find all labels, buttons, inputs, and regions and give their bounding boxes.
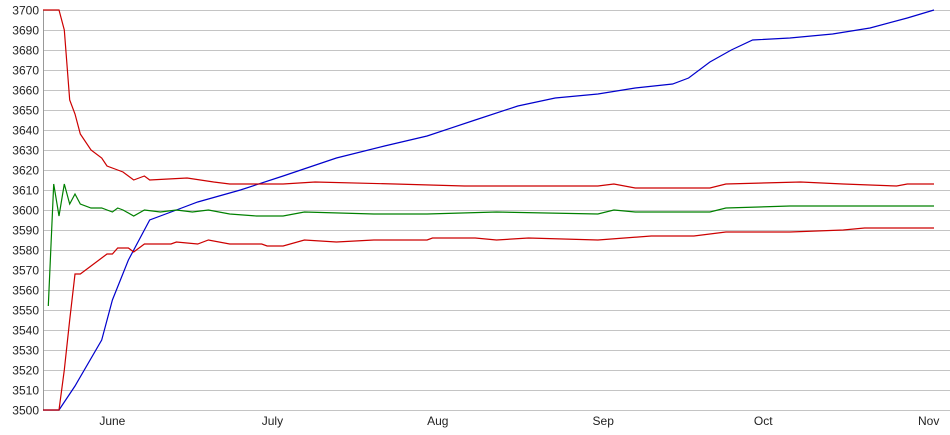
y-tick-label: 3700 bbox=[12, 4, 39, 18]
series-line-2 bbox=[47, 183, 934, 307]
y-tick-label: 3680 bbox=[12, 44, 39, 58]
y-tick-label: 3500 bbox=[12, 404, 39, 418]
y-tick-label: 3570 bbox=[12, 264, 39, 278]
y-tick-label: 3550 bbox=[12, 304, 39, 318]
y-tick-label: 3650 bbox=[12, 104, 39, 118]
y-tick-label: 3620 bbox=[12, 164, 39, 178]
y-tick-label: 3670 bbox=[12, 64, 39, 78]
x-tick-label: Oct bbox=[754, 414, 773, 428]
y-tick-label: 3630 bbox=[12, 144, 39, 158]
series-line-3 bbox=[43, 227, 934, 411]
y-tick-label: 3660 bbox=[12, 84, 39, 98]
y-tick-label: 3640 bbox=[12, 124, 39, 138]
y-tick-label: 3690 bbox=[12, 24, 39, 38]
x-tick-label: June bbox=[99, 414, 125, 428]
y-tick-label: 3590 bbox=[12, 224, 39, 238]
series-lines bbox=[43, 9, 935, 411]
x-axis-ticks: June July Aug Sep Oct Nov bbox=[99, 414, 939, 428]
y-tick-label: 3510 bbox=[12, 384, 39, 398]
y-tick-label: 3520 bbox=[12, 364, 39, 378]
x-tick-label: Nov bbox=[918, 414, 939, 428]
y-axis-ticks: 3500 3510 3520 3530 3540 3550 3560 3570 3580 3590… bbox=[12, 4, 39, 418]
x-tick-label: July bbox=[262, 414, 283, 428]
y-tick-label: 3580 bbox=[12, 244, 39, 258]
y-tick-label: 3540 bbox=[12, 324, 39, 338]
y-tick-label: 3530 bbox=[12, 344, 39, 358]
series-line-1 bbox=[43, 9, 934, 189]
x-tick-label: Sep bbox=[593, 414, 615, 428]
gridlines bbox=[43, 10, 950, 411]
x-tick-label: Aug bbox=[427, 414, 448, 428]
y-tick-label: 3600 bbox=[12, 204, 39, 218]
y-tick-label: 3560 bbox=[12, 284, 39, 298]
series-line-0 bbox=[43, 9, 935, 411]
y-tick-label: 3610 bbox=[12, 184, 39, 198]
